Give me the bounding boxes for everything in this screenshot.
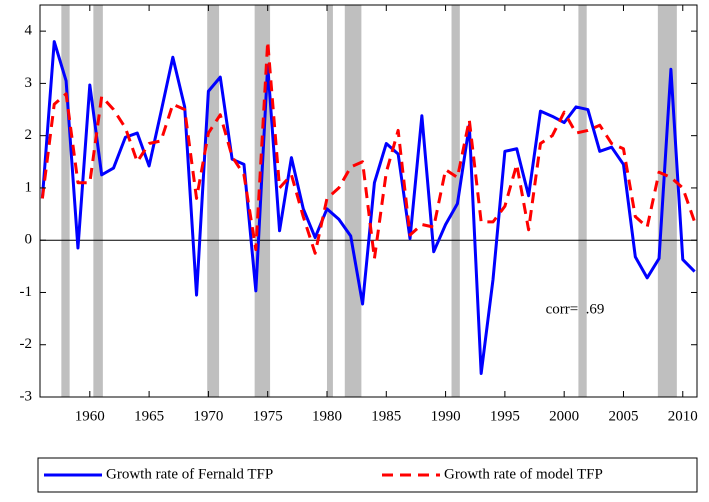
- recession-band: [451, 5, 460, 397]
- y-tick-label: -3: [20, 388, 33, 404]
- y-tick-label: -1: [20, 284, 33, 300]
- legend-label: Growth rate of model TFP: [444, 466, 603, 482]
- recession-band: [344, 5, 362, 397]
- recession-band: [657, 5, 677, 397]
- legend-label: Growth rate of Fernald TFP: [106, 466, 273, 482]
- y-tick-label: 4: [25, 23, 33, 39]
- recession-band: [207, 5, 220, 397]
- x-tick-label: 1960: [75, 408, 105, 424]
- series-line: [40, 40, 696, 375]
- y-tick-label: 2: [25, 127, 33, 143]
- y-tick-label: 3: [25, 75, 33, 91]
- y-tick-label: -2: [20, 336, 33, 352]
- legend-box: [37, 457, 698, 493]
- series-line: [40, 40, 697, 260]
- y-tick-label: 0: [25, 232, 33, 248]
- x-tick-label: 1975: [253, 408, 283, 424]
- x-tick-label: 2005: [608, 408, 638, 424]
- x-tick-label: 2000: [549, 408, 579, 424]
- x-tick-label: 1980: [312, 408, 342, 424]
- x-tick-label: 1985: [371, 408, 401, 424]
- recession-band: [326, 5, 333, 397]
- y-tick-label: 1: [25, 179, 33, 195]
- recession-band: [578, 5, 587, 397]
- x-tick-label: 2010: [668, 408, 698, 424]
- recession-band: [93, 5, 103, 397]
- x-tick-label: 1990: [431, 408, 461, 424]
- recession-band: [61, 5, 70, 397]
- x-tick-label: 1995: [490, 408, 520, 424]
- x-tick-label: 1970: [193, 408, 223, 424]
- x-tick-label: 1965: [134, 408, 164, 424]
- plot-frame: [39, 4, 698, 398]
- annotation: corr=0.69: [546, 301, 605, 317]
